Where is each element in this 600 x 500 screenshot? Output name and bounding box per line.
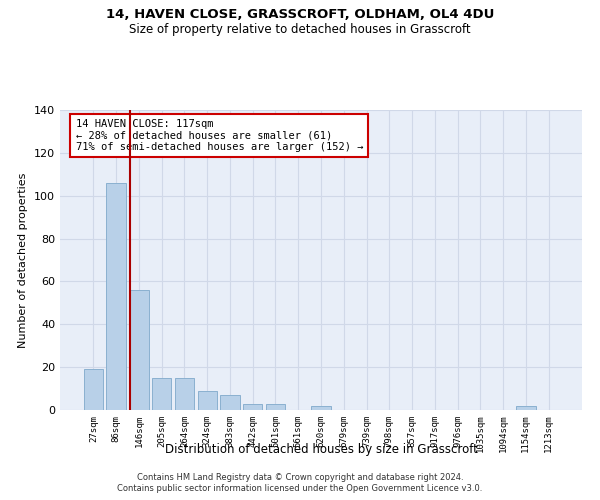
Text: Distribution of detached houses by size in Grasscroft: Distribution of detached houses by size … [164, 442, 478, 456]
Text: Contains public sector information licensed under the Open Government Licence v3: Contains public sector information licen… [118, 484, 482, 493]
Bar [311, 406, 331, 410]
Bar [106, 183, 126, 410]
Text: Size of property relative to detached houses in Grasscroft: Size of property relative to detached ho… [129, 22, 471, 36]
Bar [129, 290, 149, 410]
Text: Contains HM Land Registry data © Crown copyright and database right 2024.: Contains HM Land Registry data © Crown c… [137, 472, 463, 482]
Bar [220, 395, 239, 410]
Bar [152, 378, 172, 410]
Text: 14, HAVEN CLOSE, GRASSCROFT, OLDHAM, OL4 4DU: 14, HAVEN CLOSE, GRASSCROFT, OLDHAM, OL4… [106, 8, 494, 20]
Bar [175, 378, 194, 410]
Bar [243, 404, 262, 410]
Bar [84, 370, 103, 410]
Y-axis label: Number of detached properties: Number of detached properties [19, 172, 28, 348]
Text: 14 HAVEN CLOSE: 117sqm
← 28% of detached houses are smaller (61)
71% of semi-det: 14 HAVEN CLOSE: 117sqm ← 28% of detached… [76, 119, 363, 152]
Bar [197, 390, 217, 410]
Bar [266, 404, 285, 410]
Bar [516, 406, 536, 410]
